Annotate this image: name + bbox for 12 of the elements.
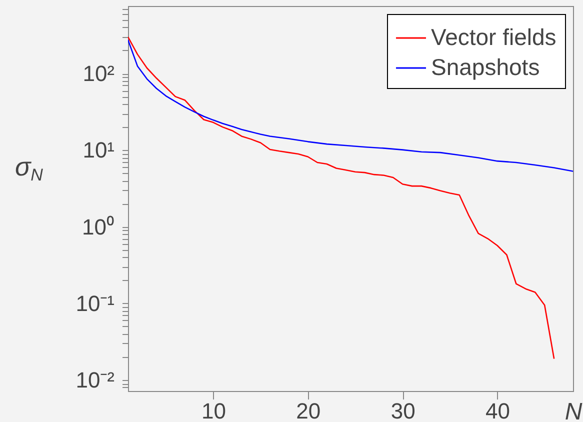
x-tick-label: 10 [201, 398, 226, 422]
y-tick-label: 10¹ [82, 138, 114, 163]
y-tick-label: 10⁰ [82, 214, 114, 240]
x-tick-label: 40 [486, 398, 510, 422]
legend-label: Snapshots [431, 54, 540, 80]
y-tick-label: 10⁻¹ [76, 290, 114, 316]
x-tick-label: 20 [296, 398, 321, 422]
y-tick-label: 10⁻² [76, 368, 114, 393]
x-axis-title: N [564, 398, 583, 422]
legend-label: Vector fields [431, 24, 556, 50]
x-tick-label: 30 [390, 398, 416, 422]
y-tick-label: 10² [82, 61, 114, 86]
